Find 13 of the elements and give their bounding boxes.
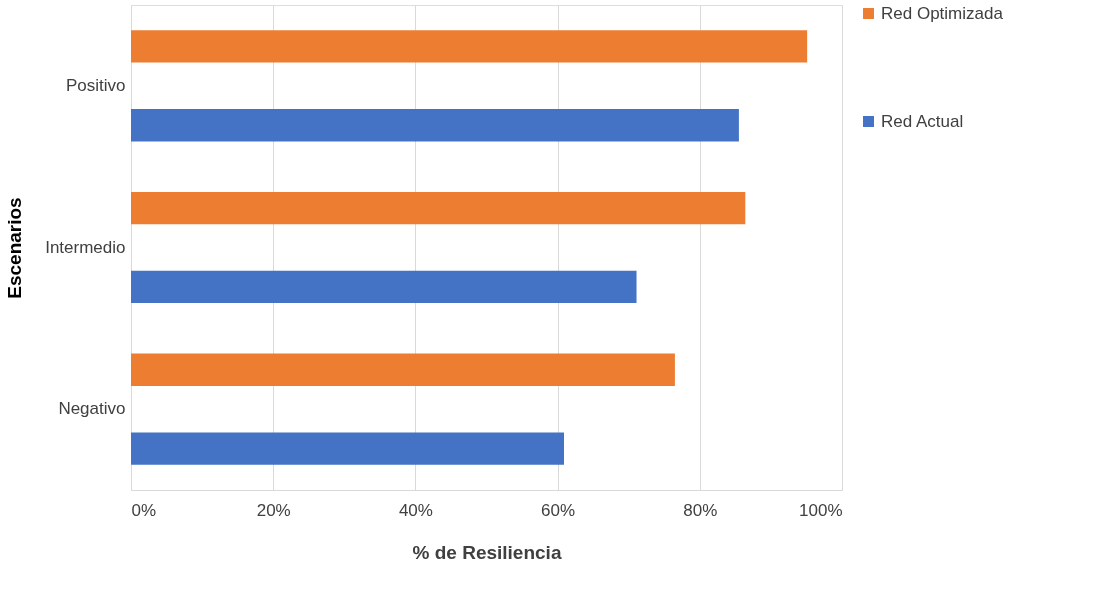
x-tick-label: 40%	[398, 500, 433, 520]
x-tick-label: 80%	[683, 500, 718, 520]
y-axis-title: Escenarios	[4, 197, 26, 299]
x-tick-label: 20%	[256, 500, 291, 520]
x-tick-label: 100%	[799, 500, 843, 520]
legend-label: Red Actual	[881, 111, 964, 131]
legend-label: Red Optimizada	[881, 3, 1004, 23]
x-tick-label: 60%	[541, 500, 576, 520]
x-tick-label: 0%	[131, 500, 157, 520]
y-tick-label: Intermedio	[45, 237, 126, 257]
y-tick-label: Positivo	[65, 75, 126, 95]
y-tick-label: Negativo	[58, 399, 126, 419]
x-axis-title: % de Resiliencia	[412, 541, 562, 563]
